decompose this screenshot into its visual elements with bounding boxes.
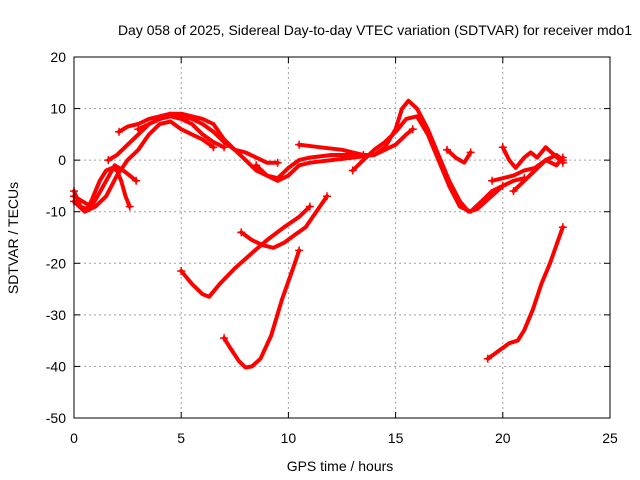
chart-title: Day 058 of 2025, Sidereal Day-to-day VTE… xyxy=(118,22,632,38)
series-line xyxy=(511,155,565,194)
series-line xyxy=(297,98,527,214)
series-line xyxy=(179,204,312,299)
y-tick-label: -30 xyxy=(46,307,66,323)
y-tick-label: 10 xyxy=(50,101,66,117)
series-arc-15 xyxy=(237,192,331,250)
series-line xyxy=(239,194,329,250)
series-arc-7 xyxy=(252,125,417,183)
y-tick-label: 20 xyxy=(50,49,66,65)
series-arc-10 xyxy=(443,145,475,165)
series-line xyxy=(136,111,366,181)
series-line xyxy=(254,127,415,183)
series-line xyxy=(117,111,280,165)
series-arc-16 xyxy=(220,246,304,370)
series-arc-5 xyxy=(115,111,282,167)
series-arc-17 xyxy=(483,223,567,363)
plot-area xyxy=(70,98,567,370)
series-line xyxy=(72,165,132,212)
y-tick-label: -10 xyxy=(46,204,66,220)
y-tick-label: 0 xyxy=(58,152,66,168)
series-line xyxy=(350,114,505,214)
axes: 0 5 10 15 20 25 -50 -40 -30 -20 -10 0 10 20 xyxy=(46,49,618,446)
y-tick-label: -40 xyxy=(46,358,66,374)
grid xyxy=(74,57,610,418)
series-line xyxy=(445,147,473,165)
x-tick-label: 20 xyxy=(495,430,511,446)
x-tick-label: 25 xyxy=(602,430,618,446)
x-tick-label: 0 xyxy=(70,430,78,446)
series-arc-13 xyxy=(509,153,567,196)
y-tick-label: -20 xyxy=(46,255,66,271)
x-tick-label: 15 xyxy=(388,430,404,446)
series-arc-9 xyxy=(348,114,507,214)
series-line xyxy=(222,248,302,370)
x-tick-label: 5 xyxy=(177,430,185,446)
y-axis-label: SDTVAR / TECUs xyxy=(5,182,21,294)
series-line xyxy=(72,119,216,214)
x-tick-label: 10 xyxy=(281,430,297,446)
series-line xyxy=(500,145,565,170)
series-arc-14 xyxy=(177,202,314,299)
series-line xyxy=(72,163,139,209)
plot-frame xyxy=(73,56,611,419)
y-tick-label: -50 xyxy=(46,410,66,426)
x-axis-label: GPS time / hours xyxy=(287,458,394,474)
series-line xyxy=(485,225,565,361)
